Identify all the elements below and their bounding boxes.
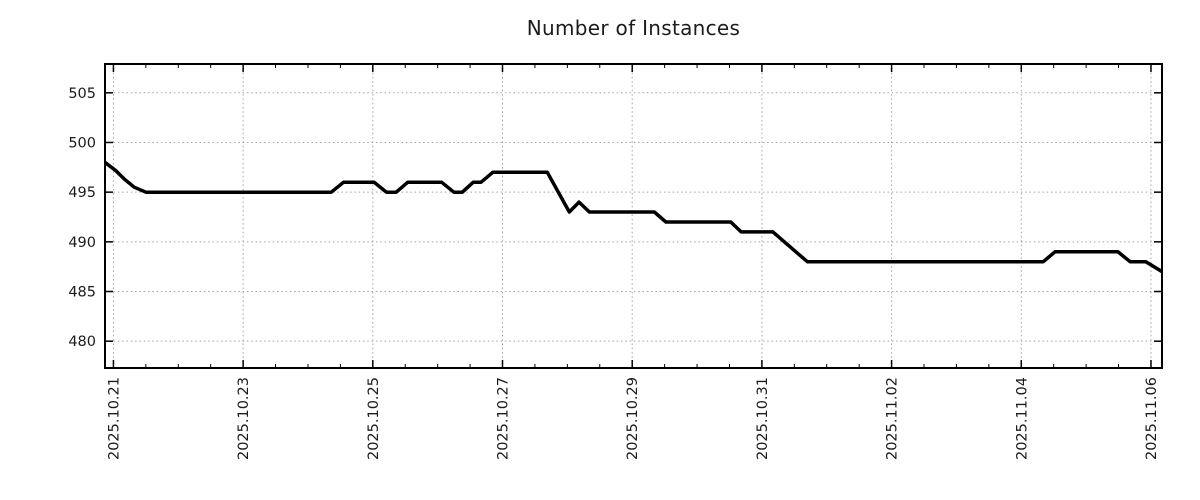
x-axis-labels: 2025.10.21 2025.10.23 2025.10.25 2025.10.27…: [106, 377, 1160, 460]
x-tick-label: 2025.10.25: [366, 377, 382, 460]
x-tick-label: 2025.10.27: [496, 377, 512, 460]
y-axis-labels: 480 485 490 495 500 505: [68, 86, 96, 350]
chart-title: Number of Instances: [526, 16, 741, 40]
series-line-number-of-instances: [105, 161, 1162, 274]
x-tick-label: 2025.11.02: [885, 377, 901, 460]
grid: [105, 64, 1162, 368]
y-tick-label: 480: [68, 334, 96, 350]
y-tick-label: 495: [68, 185, 96, 201]
plot-border: [104, 63, 1163, 369]
axis-ticks: [105, 64, 1162, 368]
x-tick-label: 2025.10.23: [236, 377, 252, 460]
x-tick-label: 2025.10.21: [106, 377, 122, 460]
y-tick-label: 490: [68, 235, 96, 251]
y-tick-label: 485: [68, 285, 96, 301]
x-tick-label: 2025.10.29: [625, 377, 641, 460]
x-tick-label: 2025.11.06: [1144, 377, 1160, 460]
y-tick-label: 505: [68, 86, 96, 102]
x-tick-label: 2025.10.31: [755, 377, 771, 460]
y-tick-label: 500: [68, 135, 96, 151]
x-tick-label: 2025.11.04: [1014, 377, 1030, 460]
